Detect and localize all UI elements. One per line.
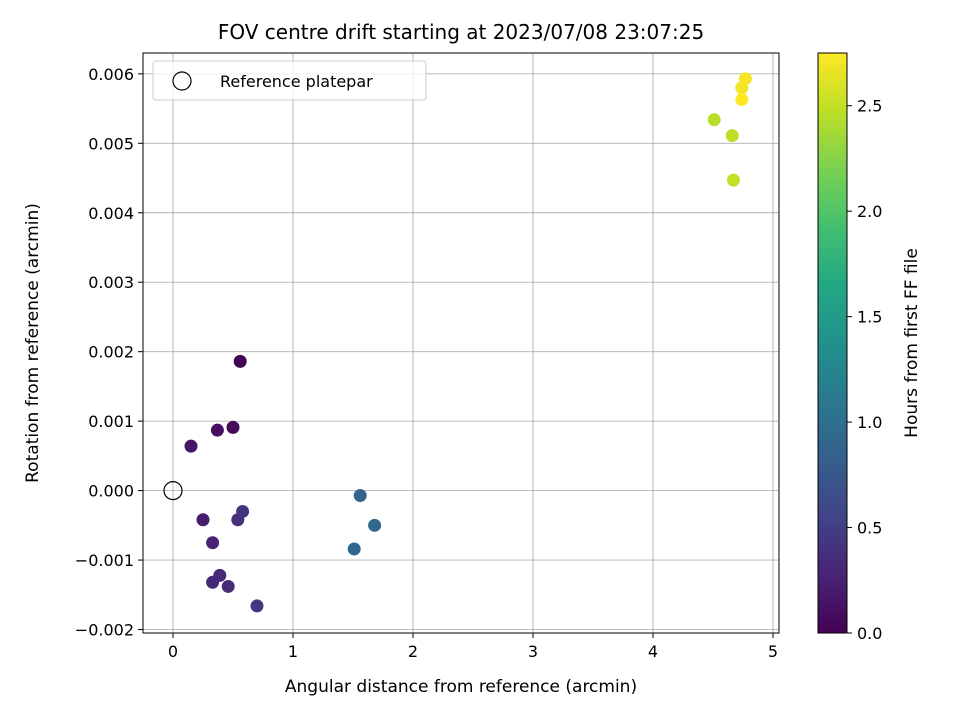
data-point	[726, 173, 740, 187]
data-point	[221, 579, 235, 593]
reference-point-marker	[163, 481, 183, 501]
y-tick-label: 0.002	[88, 343, 134, 362]
y-tick-label: 0.004	[88, 204, 134, 223]
legend-entry-reference: Reference platepar	[220, 72, 373, 91]
plot-frame	[142, 52, 780, 634]
x-tick-label: 5	[768, 642, 778, 661]
data-point	[735, 93, 749, 107]
legend-marker-reference	[172, 71, 192, 91]
data-point	[210, 423, 224, 437]
x-axis-label: Angular distance from reference (arcmin)	[285, 677, 637, 697]
data-point	[368, 518, 382, 532]
data-point	[347, 542, 361, 556]
x-tick-label: 1	[288, 642, 298, 661]
data-point	[233, 354, 247, 368]
colorbar-label: Hours from first FF file	[902, 248, 922, 438]
y-tick-label: 0.006	[88, 65, 134, 84]
chart-title: FOV centre drift starting at 2023/07/08 …	[218, 20, 704, 44]
legend-box	[152, 60, 427, 101]
y-tick-label: 0.000	[88, 482, 134, 501]
plot-background	[143, 53, 779, 633]
colorbar-tick-label: 1.0	[857, 413, 882, 432]
y-tick-label: 0.003	[88, 273, 134, 292]
x-tick-label: 4	[648, 642, 658, 661]
tick-layer: 0 1 2 3 4 5 −0.002 −0.001 0.000 0.001 0.002 0.003 0.…	[75, 65, 778, 661]
point-layer	[163, 72, 752, 613]
colorbar: 0.0 0.5 1.0 1.5 2.0 2.5 Hours from first FF f…	[817, 52, 922, 643]
data-point	[738, 72, 752, 86]
data-point	[226, 420, 240, 434]
colorbar-tick-layer: 0.0 0.5 1.0 1.5 2.0 2.5	[847, 97, 882, 643]
colorbar-tick-label: 0.0	[857, 624, 882, 643]
colorbar-tick-label: 2.5	[857, 97, 882, 116]
data-point	[206, 536, 220, 550]
data-point	[196, 513, 210, 527]
y-axis-label: Rotation from reference (arcmin)	[23, 203, 43, 483]
data-point	[236, 504, 250, 518]
data-point	[184, 439, 198, 453]
y-tick-label: 0.001	[88, 412, 134, 431]
plot-area: 0 1 2 3 4 5 −0.002 −0.001 0.000 0.001 0.002 0.003 0.…	[75, 52, 780, 661]
colorbar-tick-label: 0.5	[857, 519, 882, 538]
grid-layer	[143, 53, 779, 633]
x-tick-label: 3	[528, 642, 538, 661]
x-tick-label: 0	[168, 642, 178, 661]
y-tick-label: −0.001	[75, 551, 134, 570]
y-tick-label: 0.005	[88, 134, 134, 153]
legend: Reference platepar	[152, 60, 427, 101]
data-point	[707, 113, 721, 127]
y-tick-label: −0.002	[75, 621, 134, 640]
colorbar-gradient	[817, 52, 848, 634]
colorbar-tick-label: 2.0	[857, 202, 882, 221]
x-tick-label: 2	[408, 642, 418, 661]
data-point	[353, 488, 367, 502]
data-point	[213, 568, 227, 582]
data-point	[725, 129, 739, 143]
data-point	[250, 599, 264, 613]
colorbar-tick-label: 1.5	[857, 308, 882, 327]
